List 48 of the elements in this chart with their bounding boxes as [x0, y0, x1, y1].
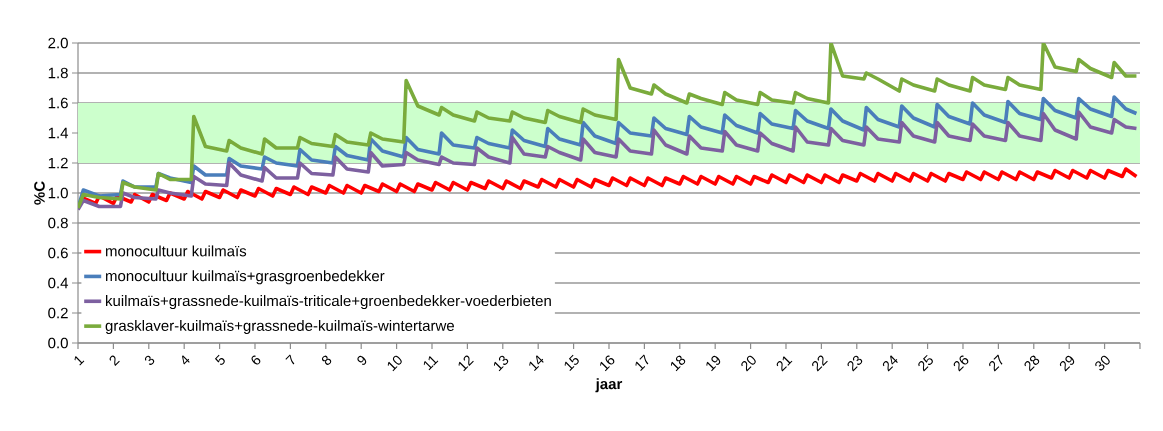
x-tick-label: 22	[812, 355, 828, 372]
x-tick-label: 12	[458, 355, 474, 372]
x-tick-label: 29	[1059, 355, 1075, 372]
x-tick-label: 21	[776, 356, 793, 372]
x-tick-label: 25	[918, 354, 933, 372]
y-tick-label: 0.2	[48, 307, 68, 319]
x-tick-label: 18	[670, 355, 686, 372]
x-tick-label: 10	[387, 355, 402, 372]
x-tick-label: 30	[1095, 355, 1110, 371]
y-tick-label: 1.2	[48, 157, 68, 169]
line-series	[78, 43, 1139, 210]
x-tick-label: 28	[1024, 355, 1040, 372]
legend-label: kuilmaïs+grassnede-kuilmaïs-triticale+groenbedekker-voederbieten	[106, 295, 551, 310]
y-tick-label: 1.0	[48, 187, 68, 199]
x-tick-label: 19	[706, 355, 721, 372]
y-tick-label: 1.4	[48, 127, 69, 139]
x-tick-label: 9	[357, 355, 367, 365]
x-tick-label: 6	[251, 355, 261, 365]
y-tick-label: 0.8	[48, 217, 68, 229]
y-tick-label: 0.4	[48, 277, 69, 289]
x-tick-label: 5	[214, 354, 225, 365]
x-tick-label: 24	[882, 355, 898, 372]
x-tick-label: 11	[423, 356, 439, 371]
x-tick-label: 15	[564, 354, 579, 372]
x-tick-label: 8	[321, 355, 332, 365]
x-tick-label: 13	[493, 355, 509, 372]
x-tick-label: 1	[74, 356, 85, 366]
x-tick-label: 26	[953, 355, 969, 372]
y-tick-label: 2.0	[48, 37, 68, 49]
y-axis-title: %C	[34, 181, 45, 205]
y-tick-label: 1.8	[48, 67, 68, 79]
y-tick-label: 0.6	[48, 247, 68, 259]
y-tick-label: 0.0	[48, 337, 68, 349]
x-tick-label: 16	[600, 355, 615, 372]
x-tick-label: 7	[285, 354, 295, 365]
legend-label: monocultuur kuilmaïs	[105, 245, 247, 257]
x-tick-label: 23	[847, 355, 863, 372]
x-tick-label: 14	[529, 355, 544, 372]
x-tick-label: 4	[182, 355, 190, 365]
legend-label: monocultuur kuilmaïs+grasgroenbedekker	[105, 270, 385, 285]
x-tick-label: 27	[989, 354, 1003, 372]
y-tick-label: 1.6	[48, 97, 68, 109]
x-tick-label: 17	[635, 354, 649, 372]
x-tick-label: 2	[109, 355, 120, 366]
x-tick-label: 3	[144, 355, 155, 365]
x-axis-title: jaar	[595, 378, 623, 393]
x-tick-label: 20	[741, 355, 756, 372]
legend-label: grasklaver-kuilmaïs+grassnede-kuilmaïs-wintertarwe	[105, 319, 454, 334]
